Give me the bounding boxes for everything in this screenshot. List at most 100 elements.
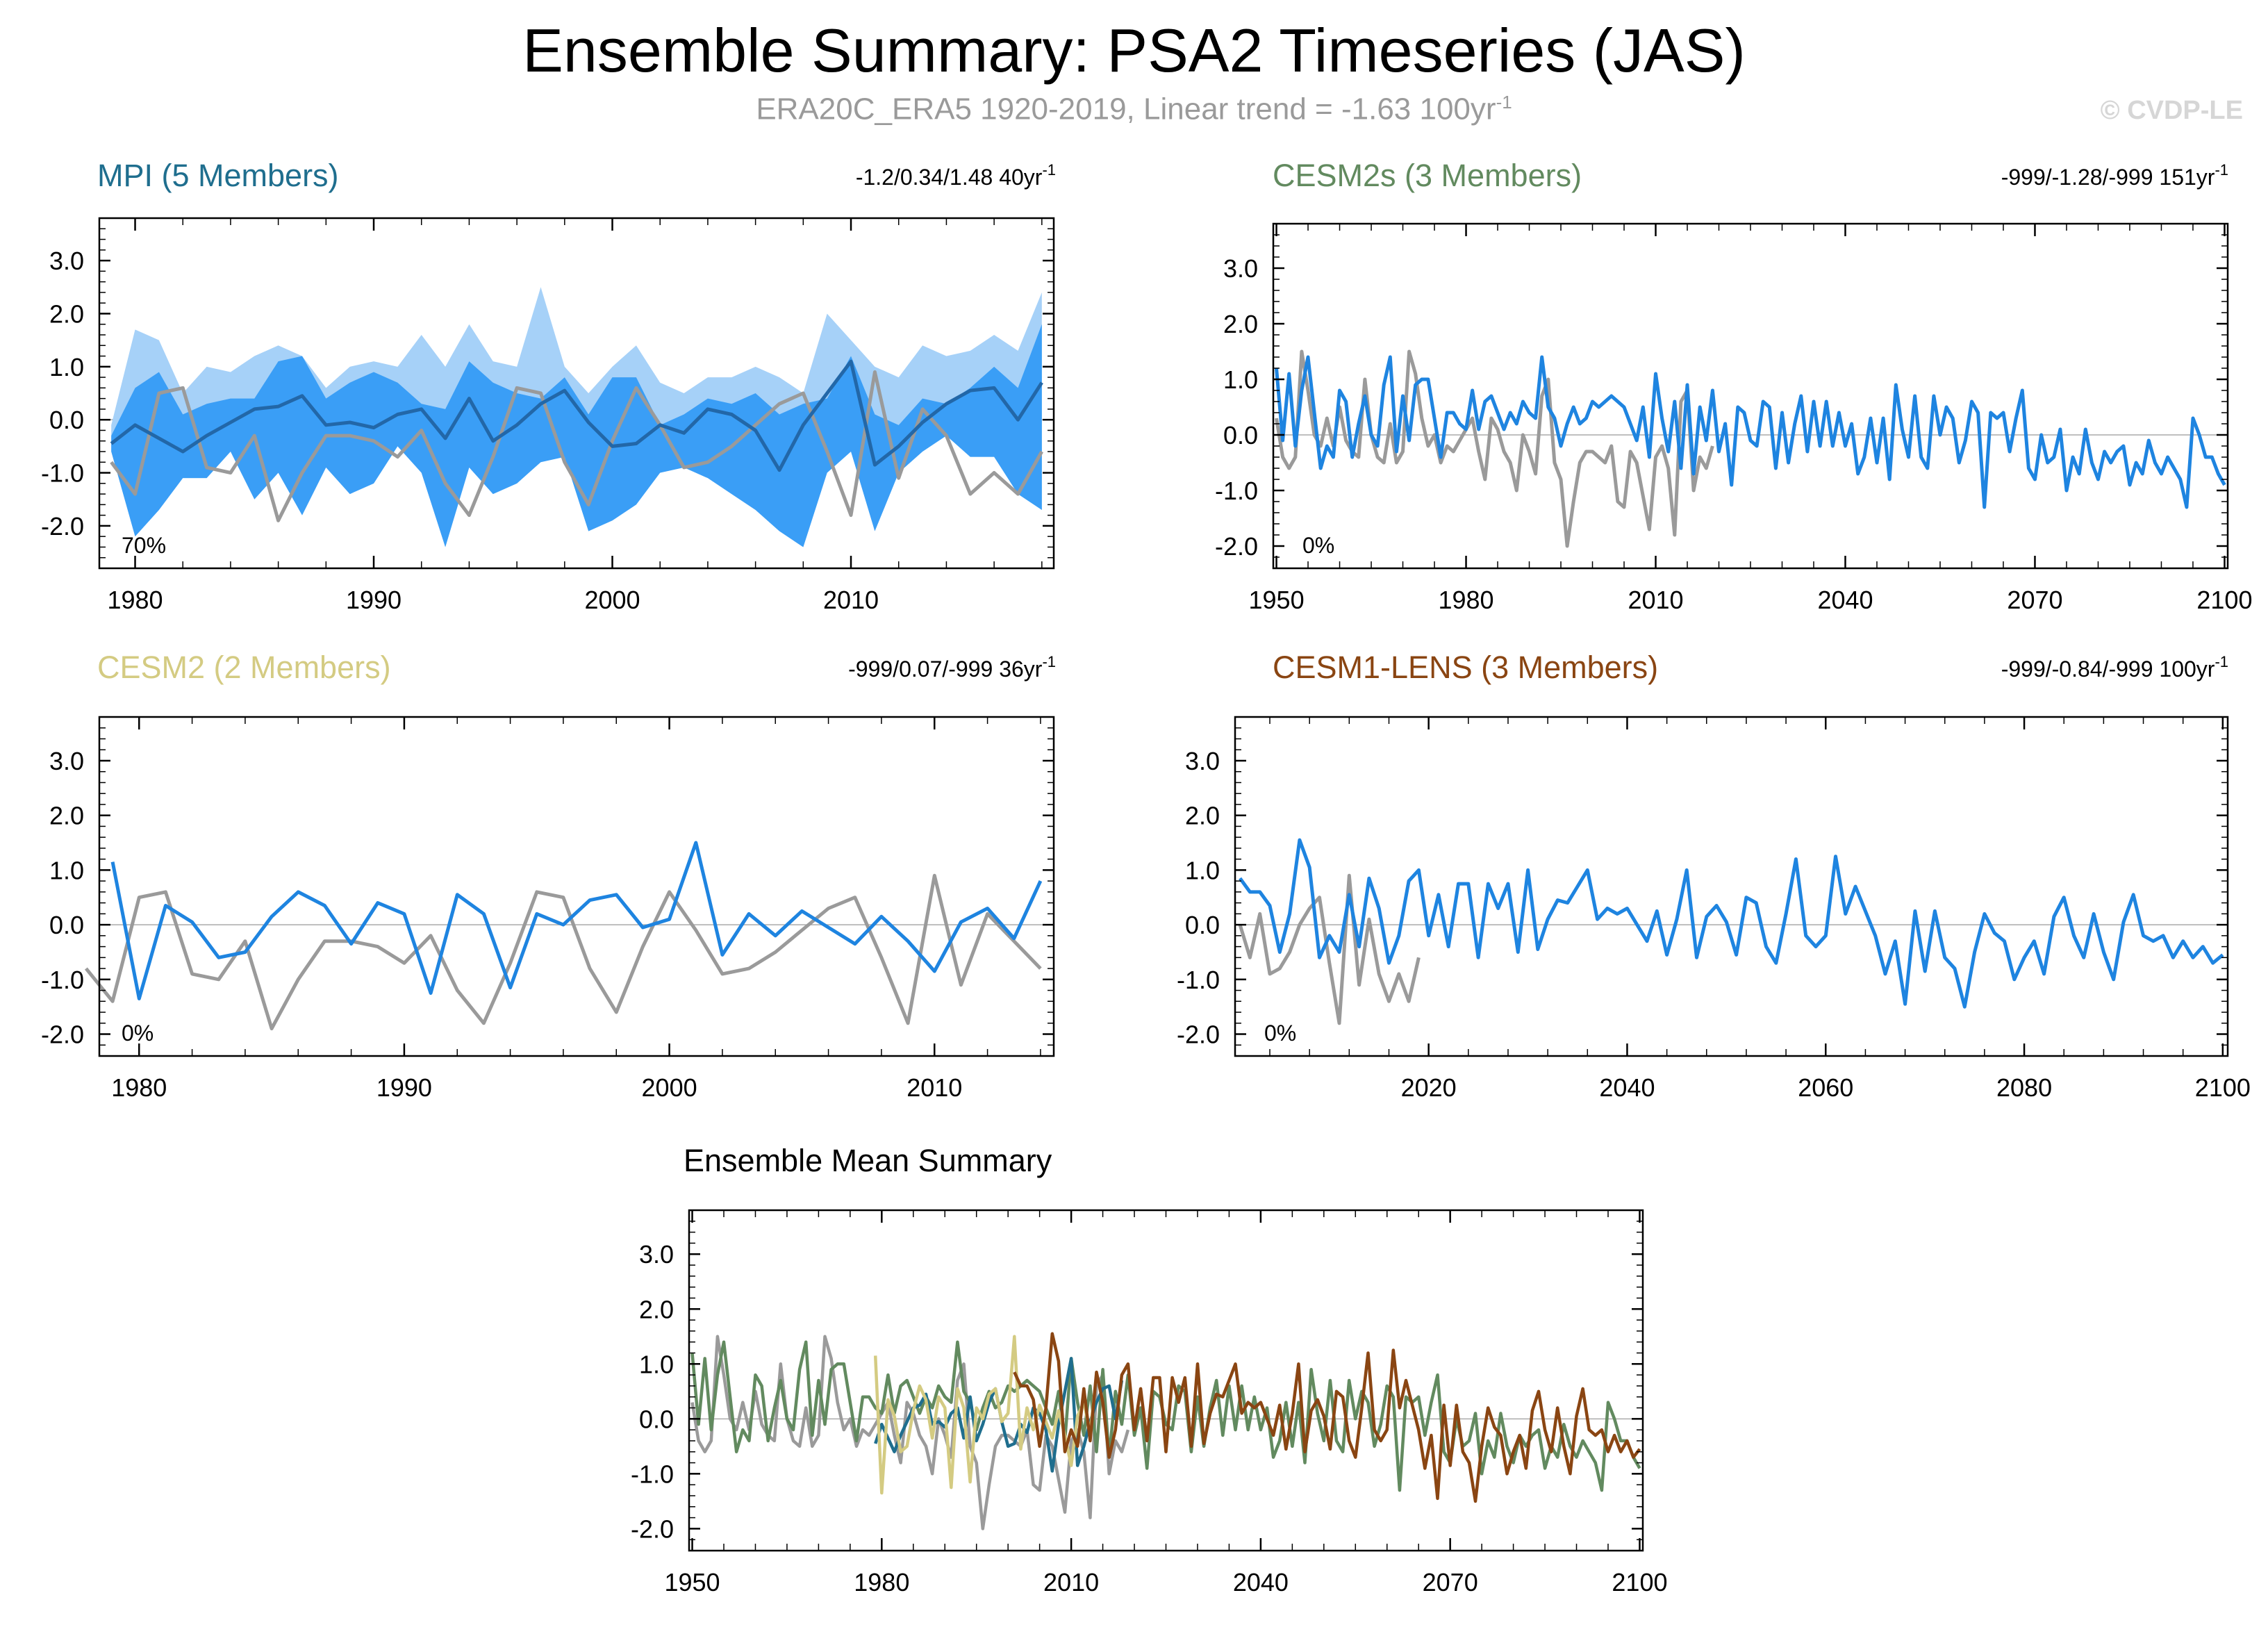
- y-tick-label: 2.0: [1223, 310, 1258, 338]
- trend-exponent: -1: [1042, 653, 1056, 670]
- x-tick-label: 2100: [2196, 586, 2252, 614]
- series-line-cesm2s: [690, 1340, 1641, 1492]
- panel-cesm2s: CESM2s (3 Members) -999/-1.28/-999 151yr-…: [1215, 158, 2253, 614]
- panel-trend: -999/0.07/-999 36yr-1: [848, 653, 1056, 682]
- figure-title: Ensemble Summary: PSA2 Timeseries (JAS): [522, 16, 1746, 85]
- panel-title: MPI (5 Members): [97, 158, 339, 193]
- x-tick-label: 2100: [1612, 1568, 1667, 1596]
- figure-subtitle: ERA20C_ERA5 1920-2019, Linear trend = -1…: [0, 92, 2268, 127]
- subtitle-text: ERA20C_ERA5 1920-2019, Linear trend = -1…: [756, 92, 1496, 126]
- percent-label: 0%: [122, 1021, 154, 1046]
- x-tick-label: 2010: [823, 586, 879, 614]
- series-line-ensemble-mean: [110, 359, 1043, 472]
- trend-value: -999/0.07/-999 36yr: [848, 657, 1043, 682]
- x-tick-label: 2010: [1043, 1568, 1099, 1596]
- x-tick-label: 2080: [1996, 1073, 2052, 1102]
- y-tick-label: -2.0: [1177, 1021, 1220, 1049]
- spread-inner-band: [111, 324, 1042, 547]
- series-line-ensemble-mean: [1239, 838, 2224, 1009]
- panel-title: CESM2 (2 Members): [97, 650, 391, 685]
- x-tick-label: 2020: [1401, 1073, 1457, 1102]
- y-tick-label: 1.0: [1185, 856, 1220, 884]
- x-tick-label: 1990: [376, 1073, 432, 1102]
- x-tick-label: 1980: [107, 586, 163, 614]
- percent-label: 0%: [1302, 533, 1334, 558]
- credit-watermark: © CVDP-LE: [2100, 96, 2243, 125]
- y-tick-label: -2.0: [1215, 532, 1258, 561]
- y-tick-label: 0.0: [1223, 421, 1258, 449]
- x-tick-label: 1980: [111, 1073, 167, 1102]
- panel-title: CESM1-LENS (3 Members): [1273, 650, 1658, 685]
- series-line-observations: [1238, 873, 1421, 1025]
- series-line-cesm2: [873, 1335, 1098, 1495]
- series-line-observations: [1275, 349, 1714, 548]
- series-line-ensemble-mean: [110, 841, 1043, 1000]
- y-tick-label: 3.0: [49, 747, 84, 775]
- x-tick-label: 1980: [1438, 586, 1493, 614]
- y-tick-label: -2.0: [631, 1515, 674, 1543]
- trend-exponent: -1: [1042, 161, 1056, 179]
- y-tick-label: -2.0: [41, 512, 84, 540]
- x-tick-label: 2000: [642, 1073, 697, 1102]
- x-tick-label: 2040: [1599, 1073, 1655, 1102]
- y-tick-label: 1.0: [49, 353, 84, 381]
- subtitle-exponent: -1: [1496, 92, 1512, 113]
- panel-title: CESM2s (3 Members): [1273, 158, 1582, 193]
- series-line-observations: [84, 873, 1042, 1031]
- trend-exponent: -1: [2215, 653, 2228, 670]
- x-tick-label: 2100: [2195, 1073, 2251, 1102]
- panel-trend: -999/-0.84/-999 100yr-1: [2001, 653, 2228, 682]
- trend-value: -999/-1.28/-999 151yr: [2001, 165, 2215, 190]
- y-tick-label: 2.0: [639, 1295, 674, 1323]
- y-tick-label: 0.0: [49, 911, 84, 939]
- panel-trend: -999/-1.28/-999 151yr-1: [2001, 161, 2228, 190]
- y-tick-label: 3.0: [1223, 254, 1258, 283]
- panel-ensemble-mean-summary: Ensemble Mean Summary -2.0 -1.0 0.0 1.0 2.0 3.…: [631, 1143, 1668, 1596]
- panel-title: Ensemble Mean Summary: [684, 1143, 1052, 1178]
- x-tick-label: 2070: [2007, 586, 2062, 614]
- y-tick-label: -2.0: [41, 1021, 84, 1049]
- series-line-cesm1-lens: [1013, 1332, 1641, 1503]
- plot-frame: [1234, 716, 2229, 1057]
- y-tick-label: -1.0: [1177, 966, 1220, 994]
- x-tick-label: 1990: [346, 586, 402, 614]
- y-tick-label: 2.0: [49, 802, 84, 830]
- y-tick-label: 0.0: [639, 1405, 674, 1433]
- y-tick-label: 1.0: [639, 1350, 674, 1378]
- x-tick-label: 1980: [854, 1568, 909, 1596]
- series-line-observations: [690, 1335, 1130, 1530]
- trend-exponent: -1: [2215, 161, 2228, 179]
- x-tick-label: 1950: [1249, 586, 1305, 614]
- y-tick-label: 0.0: [1185, 911, 1220, 939]
- x-tick-label: 2040: [1817, 586, 1873, 614]
- plot-frame: [98, 217, 1055, 570]
- x-tick-label: 2060: [1798, 1073, 1853, 1102]
- trend-value: -1.2/0.34/1.48 40yr: [856, 165, 1043, 190]
- trend-value: -999/-0.84/-999 100yr: [2001, 657, 2215, 682]
- y-tick-label: -1.0: [631, 1460, 674, 1488]
- y-tick-label: 1.0: [49, 856, 84, 884]
- x-tick-label: 2070: [1423, 1568, 1478, 1596]
- y-tick-label: 3.0: [49, 247, 84, 275]
- panel-mpi: MPI (5 Members) -1.2/0.34/1.48 40yr-1 -2.0…: [41, 158, 1056, 614]
- y-tick-label: -1.0: [1215, 477, 1258, 505]
- percent-label: 70%: [122, 533, 166, 558]
- x-tick-label: 2040: [1233, 1568, 1289, 1596]
- x-tick-label: 2000: [584, 586, 640, 614]
- y-tick-label: 1.0: [1223, 365, 1258, 394]
- y-tick-label: 2.0: [1185, 802, 1220, 830]
- plot-frame: [1272, 222, 2229, 570]
- x-tick-label: 2010: [907, 1073, 962, 1102]
- y-tick-label: -1.0: [41, 459, 84, 488]
- y-tick-label: 3.0: [1185, 747, 1220, 775]
- y-tick-label: -1.0: [41, 966, 84, 994]
- plot-frame: [98, 716, 1055, 1057]
- percent-label: 0%: [1264, 1021, 1296, 1046]
- x-tick-label: 2010: [1628, 586, 1683, 614]
- x-tick-label: 1950: [664, 1568, 720, 1596]
- panel-trend: -1.2/0.34/1.48 40yr-1: [856, 161, 1056, 190]
- y-tick-label: 3.0: [639, 1240, 674, 1269]
- y-tick-label: 0.0: [49, 406, 84, 434]
- y-tick-label: 2.0: [49, 299, 84, 328]
